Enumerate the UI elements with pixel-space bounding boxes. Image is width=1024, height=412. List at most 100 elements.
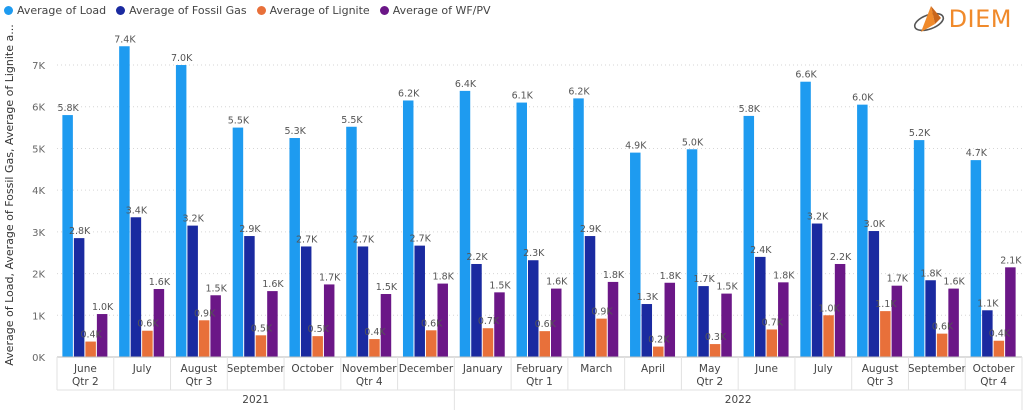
- data-label: 2.2K: [466, 252, 488, 263]
- bar-average-of-fossil-gas-3[interactable]: [244, 236, 255, 357]
- bar-average-of-wf-pv-13[interactable]: [834, 263, 846, 357]
- data-label: 3.0K: [864, 219, 886, 230]
- bar-average-of-fossil-gas-11[interactable]: [698, 286, 709, 357]
- bar-average-of-fossil-gas-16[interactable]: [982, 310, 993, 357]
- bar-average-of-fossil-gas-9[interactable]: [584, 236, 596, 357]
- data-label: 0.9K: [194, 308, 216, 319]
- bar-average-of-lignite-6[interactable]: [425, 330, 437, 357]
- bar-average-of-load-1[interactable]: [119, 46, 130, 357]
- bar-average-of-lignite-4[interactable]: [312, 336, 323, 357]
- bar-average-of-lignite-16[interactable]: [993, 340, 1005, 357]
- bar-average-of-wf-pv-14[interactable]: [891, 285, 903, 357]
- bar-average-of-lignite-0[interactable]: [85, 341, 96, 357]
- bar-average-of-lignite-13[interactable]: [823, 315, 834, 357]
- data-label: 1.1K: [977, 298, 999, 309]
- bar-average-of-load-10[interactable]: [630, 152, 641, 357]
- bar-average-of-lignite-5[interactable]: [369, 339, 380, 357]
- data-label: 2.7K: [296, 234, 318, 245]
- bar-average-of-load-16[interactable]: [970, 160, 982, 357]
- bar-average-of-wf-pv-9[interactable]: [607, 281, 619, 357]
- bar-average-of-load-0[interactable]: [62, 115, 73, 357]
- x-axis: June July August September October November De…: [56, 356, 1023, 410]
- data-label: 1.1K: [875, 299, 897, 310]
- bar-average-of-lignite-14[interactable]: [880, 311, 891, 357]
- bar-average-of-load-15[interactable]: [913, 140, 925, 357]
- legend-item-load[interactable]: Average of Load: [4, 4, 106, 17]
- bar-average-of-wf-pv-2[interactable]: [210, 295, 221, 357]
- chart-legend: Average of Load Average of Fossil Gas Av…: [4, 4, 491, 17]
- bar-average-of-wf-pv-6[interactable]: [437, 283, 448, 357]
- x-tick-label: May: [699, 363, 721, 375]
- y-tick-label: 1K: [32, 311, 45, 322]
- quarter-label: Qtr 3: [186, 376, 213, 388]
- bar-average-of-wf-pv-8[interactable]: [551, 288, 562, 357]
- data-label: 2.9K: [580, 224, 602, 235]
- data-label: 5.0K: [682, 137, 704, 148]
- data-label: 0.6K: [421, 318, 443, 329]
- bar-average-of-wf-pv-3[interactable]: [267, 291, 278, 357]
- bar-average-of-load-12[interactable]: [743, 115, 755, 358]
- data-labels: 5.8K 2.8K 0.4K 1.0K 7.4K 3.4K 0.6K 1.6K 7.0K 3.2K…: [57, 34, 1022, 345]
- x-tick-label: June: [73, 363, 97, 375]
- bar-average-of-fossil-gas-13[interactable]: [811, 223, 823, 357]
- x-tick-label: November: [342, 363, 397, 375]
- bar-average-of-fossil-gas-10[interactable]: [641, 304, 653, 357]
- data-label: 2.3K: [523, 248, 545, 259]
- bar-average-of-load-14[interactable]: [857, 104, 868, 358]
- bar-average-of-wf-pv-15[interactable]: [948, 288, 959, 357]
- data-label: 6.6K: [795, 70, 817, 81]
- data-label: 4.9K: [625, 141, 647, 152]
- bar-average-of-load-5[interactable]: [346, 126, 357, 357]
- bar-average-of-load-6[interactable]: [402, 100, 414, 358]
- bar-average-of-fossil-gas-4[interactable]: [300, 246, 312, 357]
- bar-average-of-lignite-11[interactable]: [709, 344, 721, 357]
- bar-average-of-load-9[interactable]: [573, 98, 584, 357]
- bar-average-of-lignite-15[interactable]: [936, 333, 948, 357]
- bar-average-of-load-3[interactable]: [232, 127, 244, 357]
- legend-item-lignite[interactable]: Average of Lignite: [256, 4, 370, 17]
- bar-average-of-load-4[interactable]: [289, 138, 300, 357]
- bar-average-of-fossil-gas-7[interactable]: [471, 263, 482, 357]
- legend-item-fossil-gas[interactable]: Average of Fossil Gas: [116, 4, 247, 17]
- bar-average-of-fossil-gas-1[interactable]: [130, 217, 142, 357]
- data-label: 1.5K: [489, 280, 511, 291]
- data-label: 1.5K: [205, 283, 227, 294]
- bar-average-of-wf-pv-1[interactable]: [153, 289, 165, 357]
- bar-average-of-load-11[interactable]: [686, 149, 698, 357]
- bar-average-of-lignite-8[interactable]: [539, 331, 551, 357]
- bar-average-of-wf-pv-0[interactable]: [96, 314, 108, 357]
- y-tick-label: 3K: [32, 228, 45, 239]
- bar-average-of-lignite-2[interactable]: [198, 320, 210, 357]
- bar-average-of-fossil-gas-2[interactable]: [187, 225, 198, 357]
- bar-average-of-lignite-7[interactable]: [482, 328, 494, 357]
- bar-average-of-fossil-gas-0[interactable]: [73, 238, 85, 357]
- quarter-label: Qtr 4: [356, 376, 383, 388]
- bar-average-of-lignite-1[interactable]: [142, 330, 153, 357]
- bar-average-of-fossil-gas-5[interactable]: [357, 246, 369, 357]
- bar-average-of-wf-pv-11[interactable]: [721, 293, 732, 357]
- bar-average-of-wf-pv-10[interactable]: [664, 282, 676, 357]
- bar-average-of-fossil-gas-12[interactable]: [755, 256, 766, 357]
- bar-average-of-wf-pv-4[interactable]: [323, 284, 335, 357]
- bar-average-of-fossil-gas-15[interactable]: [925, 280, 936, 357]
- y-tick-label: 7K: [32, 61, 45, 72]
- bar-average-of-fossil-gas-14[interactable]: [868, 231, 880, 357]
- bar-average-of-lignite-9[interactable]: [596, 318, 607, 357]
- bar-average-of-lignite-3[interactable]: [255, 335, 267, 357]
- bar-average-of-wf-pv-16[interactable]: [1005, 267, 1016, 357]
- bar-average-of-wf-pv-12[interactable]: [778, 282, 789, 357]
- bar-average-of-wf-pv-7[interactable]: [494, 292, 505, 357]
- bar-average-of-load-2[interactable]: [175, 65, 187, 358]
- bar-average-of-load-8[interactable]: [516, 102, 528, 357]
- data-label: 1.8K: [773, 270, 795, 281]
- legend-item-wfpv[interactable]: Average of WF/PV: [379, 4, 491, 17]
- bar-average-of-load-13[interactable]: [800, 81, 811, 358]
- bar-average-of-fossil-gas-6[interactable]: [414, 245, 425, 357]
- bar-average-of-lignite-10[interactable]: [653, 346, 664, 357]
- bar-average-of-wf-pv-5[interactable]: [380, 294, 392, 357]
- bar-average-of-lignite-12[interactable]: [766, 329, 778, 357]
- bar-average-of-fossil-gas-8[interactable]: [528, 260, 539, 357]
- bar-average-of-load-7[interactable]: [459, 90, 471, 357]
- x-tick-label: October: [973, 363, 1016, 375]
